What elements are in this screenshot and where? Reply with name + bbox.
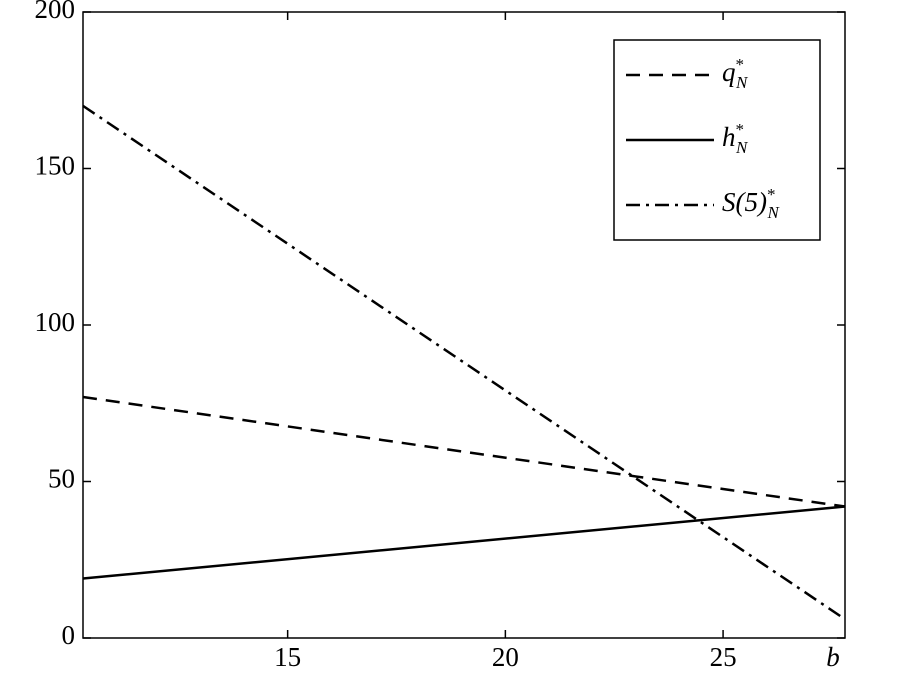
series-line [82, 104, 846, 621]
legend-label: h* N [722, 120, 749, 157]
x-axis-label: b [826, 642, 840, 672]
x-tick-label: 25 [710, 642, 737, 672]
series-line [82, 505, 846, 580]
x-tick-label: 15 [274, 642, 301, 672]
x-tick-label: 20 [492, 642, 519, 672]
y-tick-label: 0 [62, 620, 76, 650]
y-tick-label: 150 [35, 151, 76, 181]
y-tick-label: 100 [35, 307, 76, 337]
y-tick-label: 50 [48, 464, 75, 494]
legend-label: q* N [722, 55, 749, 92]
legend-label: S(5)* N [722, 185, 780, 222]
y-tick-label: 200 [35, 0, 76, 24]
series-line [82, 395, 846, 508]
legend-box [613, 39, 821, 241]
